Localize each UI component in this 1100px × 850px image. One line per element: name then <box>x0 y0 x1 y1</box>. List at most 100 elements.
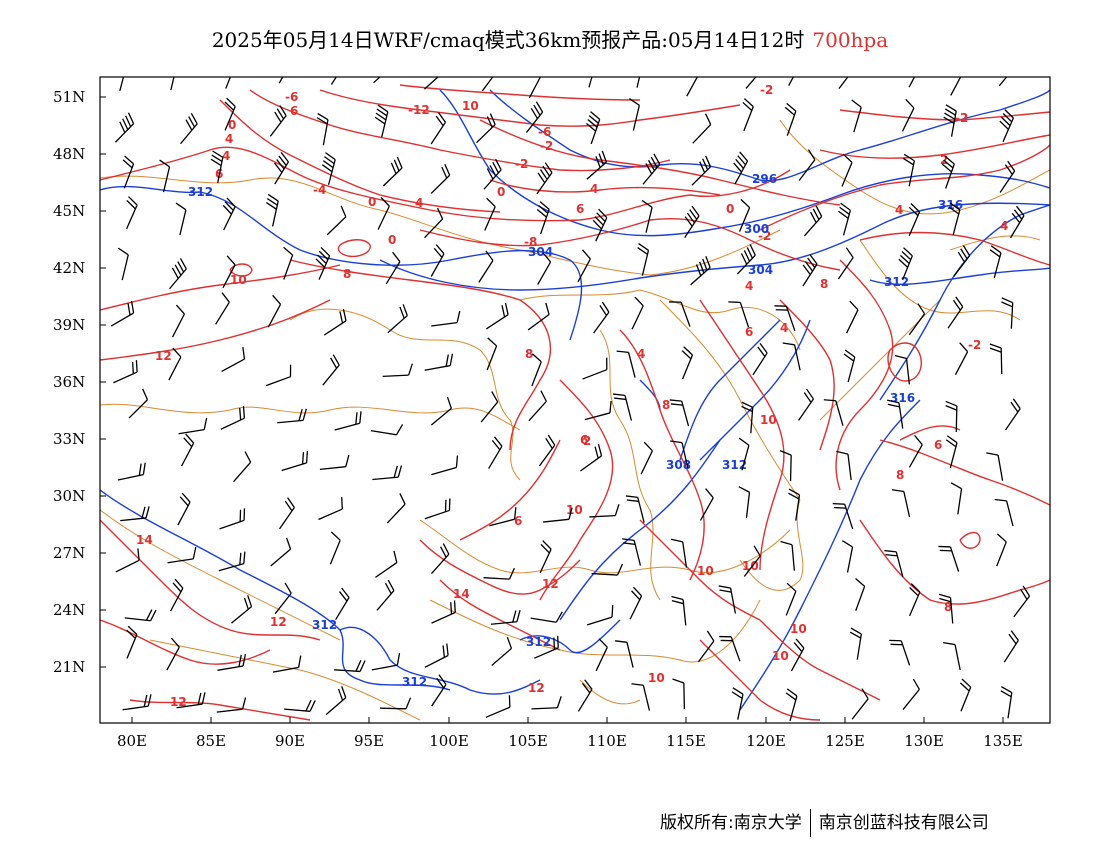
wind-barb-icon <box>855 577 866 611</box>
wind-barb-icon <box>738 437 750 471</box>
wind-barb-icon <box>375 550 398 578</box>
wind-barb-icon <box>224 97 236 131</box>
wind-barb-icon <box>334 411 362 431</box>
contour-label: -2 <box>955 111 968 125</box>
wind-barb-icon <box>774 305 796 332</box>
contour-label: 4 <box>590 182 598 196</box>
wind-barb-icon <box>377 196 390 230</box>
wind-barb-icon <box>838 202 852 236</box>
wind-barb-icon <box>948 202 961 236</box>
lon-label: 105E <box>508 732 548 750</box>
wind-barb-icon <box>528 77 542 99</box>
wind-barb-icon <box>386 493 406 524</box>
wind-barb-icon <box>325 686 347 716</box>
wind-barb-icon <box>803 205 823 237</box>
wind-barb-icon <box>945 435 958 469</box>
wind-barb-icon <box>631 296 644 330</box>
wind-barb-icon <box>584 400 612 421</box>
wind-barb-icon <box>591 563 624 576</box>
wind-barb-icon <box>697 630 715 663</box>
wind-barb-icon <box>616 350 636 378</box>
wind-barb-icon <box>690 256 711 286</box>
lat-label: 45N <box>53 202 85 220</box>
wind-barb-icon <box>577 679 593 712</box>
wind-barb-icon <box>691 155 712 186</box>
wind-barb-icon <box>319 454 350 471</box>
contour-label: 12 <box>542 577 559 591</box>
wind-barb-icon <box>851 688 869 720</box>
wind-barb-icon <box>124 609 157 622</box>
contour-label: 10 <box>760 413 777 427</box>
wind-barb-icon <box>733 151 749 185</box>
wind-barb-icon <box>908 77 916 88</box>
wind-barb-icon <box>491 636 513 666</box>
contour-label: 10 <box>566 503 583 517</box>
wind-barb-icon <box>1004 398 1021 431</box>
wind-barb-icon <box>736 244 756 275</box>
wind-barb-icon <box>175 202 187 236</box>
wind-barb-icon <box>277 408 307 424</box>
wind-barb-icon <box>887 399 904 429</box>
wind-barb-icon <box>114 112 135 143</box>
wind-barb-icon <box>642 153 661 185</box>
wind-barb-icon <box>785 582 797 616</box>
contour-label: -6 <box>285 90 298 104</box>
wind-barb-icon <box>999 160 1016 193</box>
wind-barb-icon <box>478 250 494 283</box>
wind-barb-icon <box>996 533 1007 567</box>
wind-barb-icon <box>385 251 401 285</box>
wind-barb-icon <box>670 538 688 568</box>
wind-barb-icon <box>110 301 135 327</box>
wind-barb-icon <box>943 104 957 137</box>
lon-label: 100E <box>429 732 469 750</box>
contour-label: 4 <box>780 321 788 335</box>
wind-barb-icon <box>741 401 754 434</box>
wind-barb-icon <box>1000 686 1013 719</box>
wind-barb-icon <box>484 197 496 231</box>
contour-label: 296 <box>752 172 777 186</box>
wind-barb-icon <box>1009 205 1025 239</box>
lon-label: 120E <box>746 732 786 750</box>
wind-barb-icon <box>845 300 859 334</box>
wind-barb-icon <box>790 638 805 672</box>
wind-barb-icon <box>374 104 389 138</box>
lon-label: 115E <box>666 732 706 750</box>
wind-barb-icon <box>222 255 236 289</box>
lat-label: 30N <box>53 487 85 505</box>
wind-barb-icon <box>782 342 801 371</box>
wind-barb-icon <box>539 540 552 574</box>
contour-label: 308 <box>666 458 691 472</box>
wind-barb-icon <box>718 585 737 614</box>
contour-label: 312 <box>312 618 337 632</box>
wind-barb-icon <box>168 347 182 381</box>
latitude-labels: 51N 48N 45N 42N 39N 36N 33N 30N 27N 24N … <box>53 88 85 676</box>
height-labels: 312 304 296 300 316 304 312 316 308 312 … <box>188 172 963 689</box>
wind-barb-icon <box>681 346 694 380</box>
wind-barb-icon <box>785 688 798 722</box>
wind-barb-icon <box>373 77 381 84</box>
wind-barb-icon <box>218 551 246 572</box>
wind-barb-icon <box>684 205 700 238</box>
wind-barb-icon <box>625 495 645 523</box>
wind-barb-icon <box>231 595 253 624</box>
longitude-labels: 80E 85E 90E 95E 100E 105E 110E 115E 120E… <box>117 732 1023 750</box>
wind-barb-icon <box>424 353 454 371</box>
temperature-labels: -2 -2 2 -6 6 0 4 4 6 -12 10 -6 -2 -2 0 4… <box>136 83 1008 709</box>
wind-barb-icon <box>536 201 550 235</box>
wind-barb-icon <box>476 113 496 144</box>
contour-label: 10 <box>772 649 789 663</box>
wind-barb-icon <box>994 498 1014 527</box>
contour-label: 312 <box>884 275 909 289</box>
wind-barbs <box>110 77 1031 722</box>
wind-barb-icon <box>387 304 408 334</box>
wind-barb-icon <box>901 98 915 132</box>
wind-barb-icon <box>486 337 498 371</box>
wind-barb-icon <box>941 155 955 189</box>
wind-barb-icon <box>954 342 969 376</box>
wind-barb-icon <box>169 258 187 290</box>
wind-barb-icon <box>577 249 591 283</box>
contour-label: 0 <box>726 202 734 216</box>
wind-barb-icon <box>692 113 712 144</box>
wind-barb-icon <box>489 507 517 527</box>
wind-barb-icon <box>527 302 550 331</box>
